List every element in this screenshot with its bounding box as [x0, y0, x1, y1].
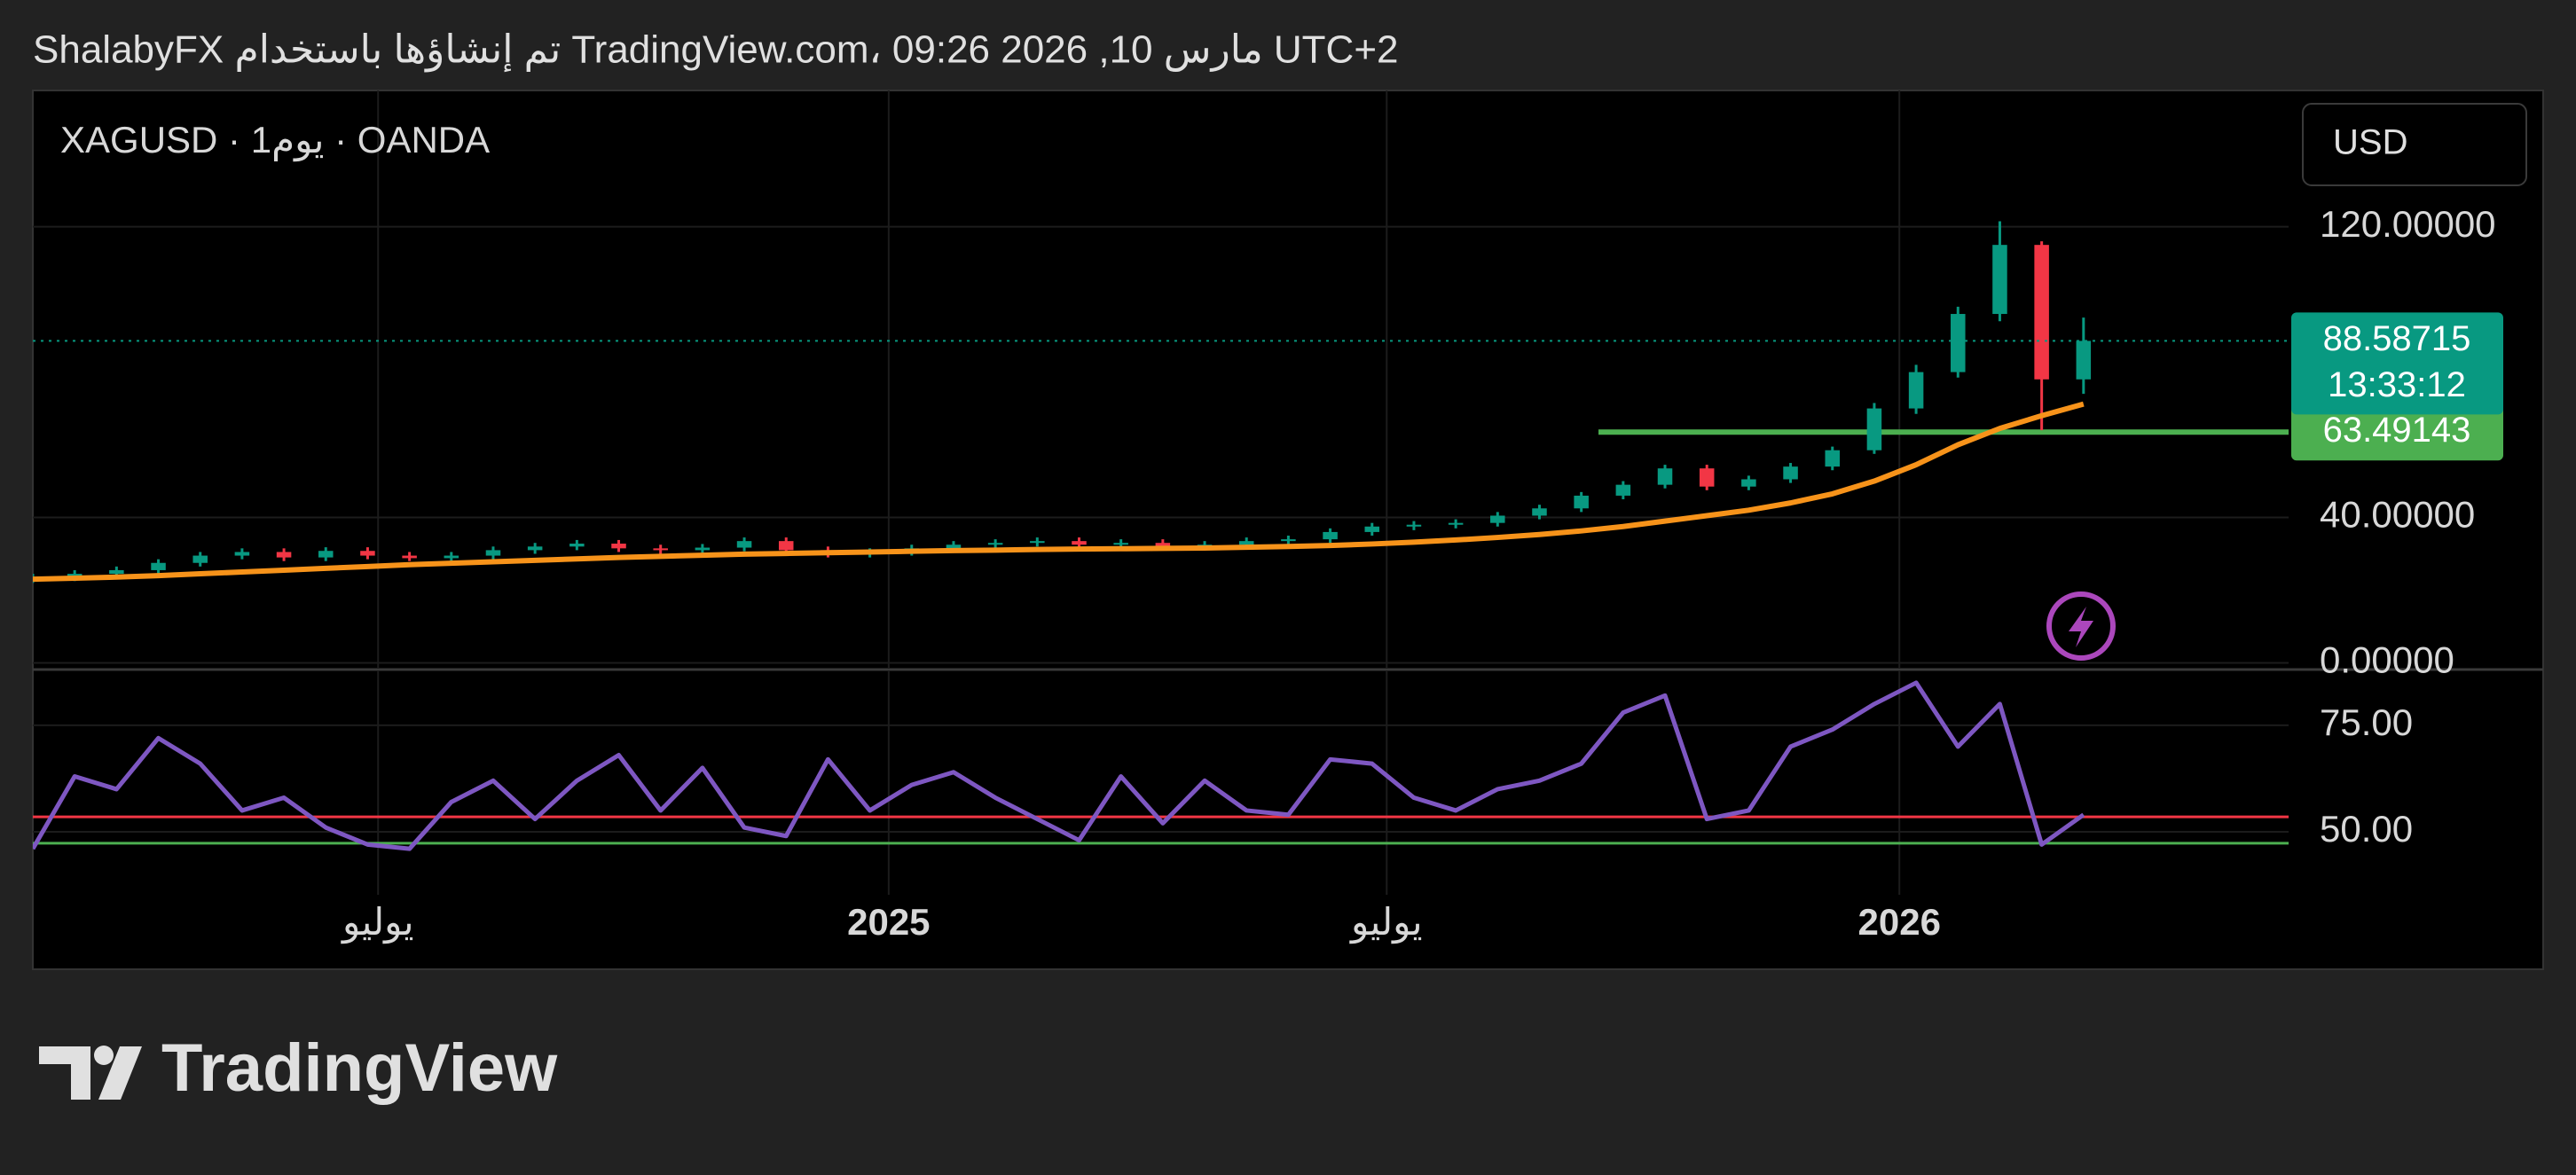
y-tick-label: 75.00: [2320, 701, 2413, 743]
x-tick-label: 2026: [1858, 901, 1941, 943]
candle-body: [1615, 484, 1631, 496]
x-tick-label: يوليو: [1349, 901, 1423, 944]
pane-line: [33, 680, 2289, 851]
candle-body: [611, 544, 626, 549]
candle-body: [2034, 245, 2049, 380]
candle-body: [1574, 495, 1589, 509]
candle-body: [234, 552, 250, 556]
candle-body: [946, 544, 962, 549]
lightning-icon[interactable]: [2046, 591, 2116, 661]
level-label-box: [2291, 403, 2503, 461]
candle-body: [736, 541, 752, 548]
candle-body: [1866, 408, 1882, 450]
candle-body: [653, 548, 668, 551]
y-tick-label: 40.00000: [2320, 494, 2475, 536]
x-tick-label: 2025: [847, 901, 930, 943]
candle-body: [192, 555, 208, 563]
candle-body: [1532, 508, 1547, 516]
candle-body: [151, 562, 166, 570]
candle-body: [2076, 341, 2092, 380]
candle-body: [485, 550, 501, 556]
candle-body: [1951, 314, 1966, 372]
y-tick-label: 0.00000: [2320, 639, 2454, 681]
candle-body: [444, 555, 459, 559]
candle-body: [987, 543, 1003, 545]
rsi-line: [33, 680, 2085, 851]
grid: [33, 90, 2289, 895]
candle-body: [1364, 526, 1380, 532]
candle-body: [1281, 539, 1296, 542]
candle-body: [1113, 543, 1128, 545]
last-price-box: [2291, 312, 2503, 415]
candle-body: [1238, 541, 1254, 545]
brand-logo: [39, 1046, 142, 1100]
y-tick-label: 50.00: [2320, 808, 2413, 850]
candle-body: [569, 544, 585, 547]
countdown-label: 13:33:12: [2328, 365, 2466, 404]
candle-body: [1741, 479, 1756, 487]
y-tick-label: 120.00000: [2320, 203, 2496, 245]
candle-body: [402, 555, 417, 559]
candle-body: [1072, 541, 1087, 545]
candle-body: [1992, 245, 2007, 315]
moving-average: [33, 401, 2085, 583]
brand-name: TradingView: [161, 1030, 558, 1106]
candle-body: [1155, 543, 1171, 547]
currency-label[interactable]: USD: [2333, 123, 2407, 162]
chart-frame: [32, 90, 2544, 970]
candle-body: [276, 552, 292, 558]
candle-body: [1448, 522, 1464, 525]
candle-body: [1030, 541, 1045, 544]
pane-candlestick: [33, 221, 2289, 584]
candle-body: [360, 551, 375, 556]
symbol-title: XAGUSD · 1يوم · OANDA: [60, 119, 490, 161]
candle-body: [1783, 466, 1798, 480]
candle-body: [1699, 468, 1715, 487]
last-price-label: 88.58715: [2323, 319, 2471, 358]
currency-button[interactable]: [2302, 103, 2527, 186]
candle-body: [778, 541, 794, 551]
candle-body: [1490, 515, 1505, 523]
candle-body: [109, 569, 124, 575]
candle-body: [527, 546, 543, 551]
x-tick-label: يوليو: [341, 901, 414, 944]
candle-body: [1323, 531, 1338, 540]
marks: [33, 221, 2289, 851]
candle-body: [1825, 450, 1840, 467]
candle-body: [1908, 372, 1924, 409]
candle-body: [1406, 524, 1422, 527]
candle-body: [1657, 468, 1673, 485]
candle-body: [695, 547, 711, 551]
candle-body: [318, 551, 334, 558]
level-label: 63.49143: [2323, 411, 2471, 450]
header-text: ShalabyFX تم إنشاؤها باستخدام TradingVie…: [33, 28, 1399, 73]
